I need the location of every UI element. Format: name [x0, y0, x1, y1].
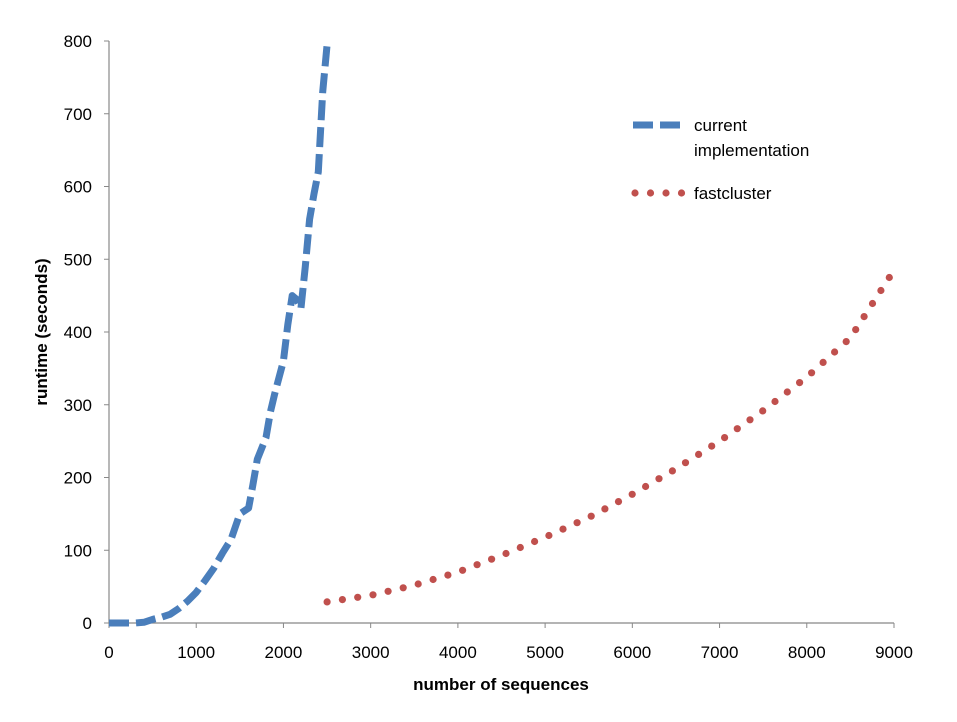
- series-dot: [668, 467, 677, 475]
- y-tick-label: 100: [64, 541, 92, 560]
- series-dot: [488, 555, 496, 563]
- y-tick-label: 200: [64, 469, 92, 488]
- y-tick-label: 300: [64, 396, 92, 415]
- x-tick-label: 4000: [439, 643, 477, 662]
- series-fastcluster: [323, 273, 893, 606]
- legend: current implementation fastcluster: [631, 116, 809, 203]
- series-dot: [338, 596, 346, 604]
- legend-swatch-dot: [646, 189, 655, 197]
- series-dot: [531, 537, 539, 546]
- series-dot: [429, 575, 437, 584]
- series-dot: [681, 459, 690, 467]
- y-tick-label: 400: [64, 323, 92, 342]
- series-dot: [708, 442, 716, 450]
- series-dot: [819, 358, 827, 366]
- x-tick-label: 5000: [526, 643, 564, 662]
- series-dot: [614, 498, 623, 506]
- x-tick-label: 8000: [788, 643, 826, 662]
- series-dot: [587, 512, 595, 520]
- series-dot: [796, 379, 804, 387]
- series-dot: [573, 519, 581, 527]
- legend-label-fastcluster: fastcluster: [694, 184, 772, 203]
- series-dot: [516, 543, 524, 552]
- x-tick-label: 7000: [701, 643, 739, 662]
- series-dot: [559, 525, 567, 533]
- series-dot: [459, 566, 467, 574]
- series-dot: [444, 571, 452, 579]
- series-layer: [109, 44, 893, 627]
- series-dot: [369, 591, 377, 599]
- x-axis-label: number of sequences: [413, 675, 589, 694]
- legend-swatch-dot: [631, 189, 639, 197]
- series-dot: [877, 286, 885, 295]
- series-dot: [733, 425, 741, 433]
- y-tick-label: 700: [64, 105, 92, 124]
- x-tick-label: 9000: [875, 643, 913, 662]
- y-axis-label: runtime (seconds): [32, 258, 51, 405]
- series-dot: [721, 434, 729, 442]
- series-dot: [852, 326, 860, 334]
- series-dot: [885, 273, 893, 282]
- series-dot: [746, 416, 754, 424]
- series-dot: [473, 561, 481, 569]
- x-tick-label: 1000: [177, 643, 215, 662]
- series-dot: [808, 369, 816, 377]
- series-current-implementation: [109, 44, 331, 627]
- y-tick-label: 0: [83, 614, 92, 633]
- series-dot: [384, 587, 392, 595]
- x-tick-label: 3000: [352, 643, 390, 662]
- series-line: [109, 44, 331, 627]
- series-dot: [323, 598, 331, 606]
- series-dot: [502, 549, 510, 558]
- series-dot: [628, 490, 636, 498]
- legend-swatch-dot: [677, 189, 686, 197]
- x-tick-label: 2000: [265, 643, 303, 662]
- x-tick-label: 6000: [613, 643, 651, 662]
- series-dot: [642, 482, 650, 491]
- axes: [108, 41, 894, 624]
- legend-swatch-dot: [662, 189, 670, 197]
- series-dot: [414, 580, 422, 588]
- series-dot: [868, 299, 877, 308]
- series-dot: [860, 313, 868, 321]
- series-dot: [399, 584, 407, 592]
- series-dot: [354, 593, 362, 601]
- series-dot: [545, 531, 553, 540]
- series-dot: [695, 450, 703, 458]
- series-dot: [771, 397, 779, 406]
- y-tick-label: 500: [64, 250, 92, 269]
- series-dot: [842, 338, 850, 346]
- y-tick-label: 600: [64, 178, 92, 197]
- x-tick-label: 0: [104, 643, 113, 662]
- series-dot: [831, 348, 839, 356]
- y-tick-label: 800: [64, 32, 92, 51]
- series-dot: [655, 475, 663, 483]
- series-dot: [759, 407, 767, 415]
- series-dot: [783, 388, 791, 396]
- legend-label-current-implementation: current implementation: [694, 116, 809, 160]
- series-dot: [601, 505, 609, 513]
